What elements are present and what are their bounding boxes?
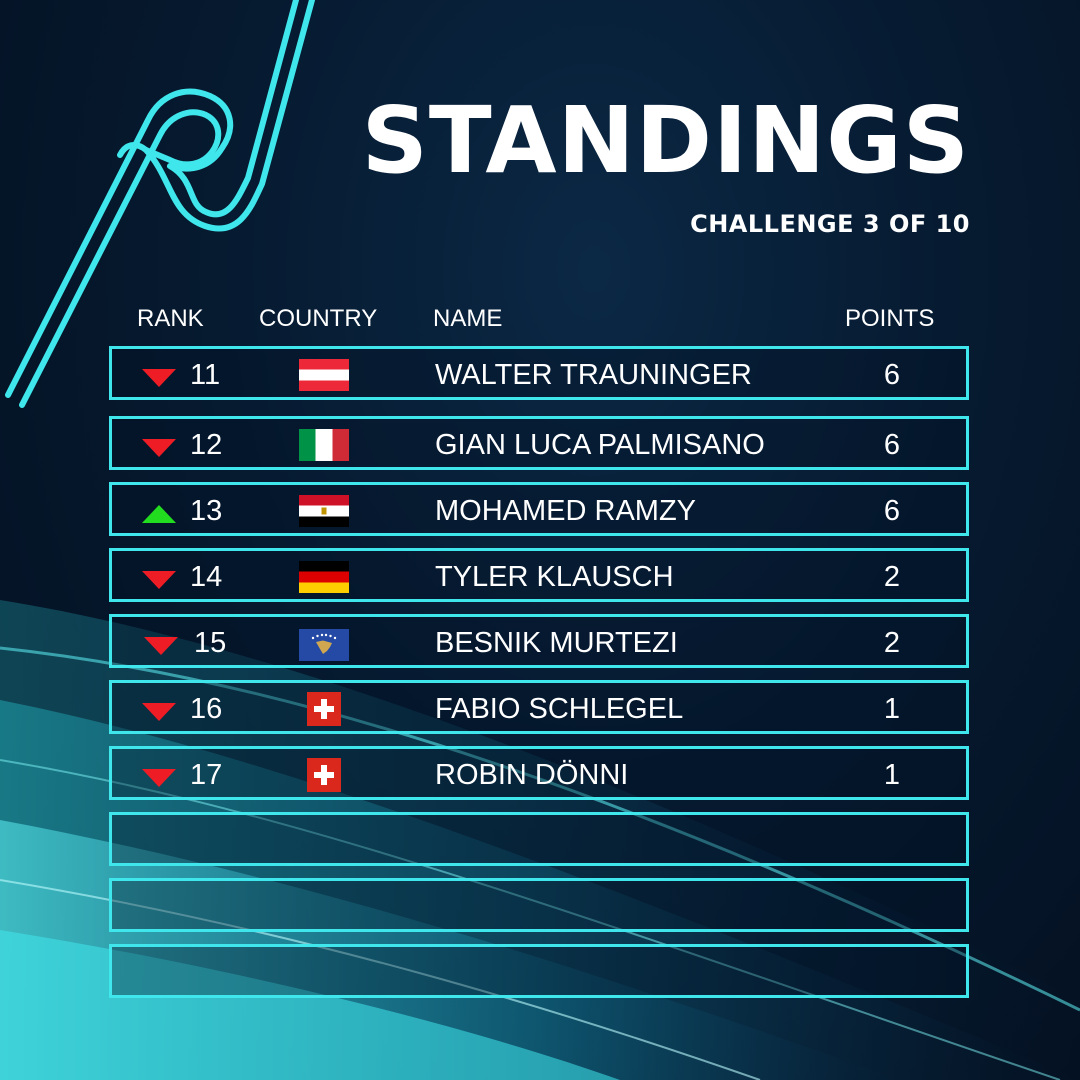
page-title: STANDINGS [361,87,970,194]
rank-down-icon [142,571,176,589]
empty-standings-row [109,944,969,998]
standings-row: 12 GIAN LUCA PALMISANO 6 [109,416,969,470]
kosovo-flag-icon [299,629,349,661]
column-header-rank: RANK [137,305,204,332]
points-value: 1 [883,693,901,725]
points-value: 6 [883,429,901,461]
standings-row: 15 BESNIK MURTEZI 2 [109,614,969,668]
rank-value: 11 [190,359,221,391]
standings-row: 16 FABIO SCHLEGEL 1 [109,680,969,734]
egypt-flag-icon [299,495,349,527]
switzerland-flag-icon [307,692,341,726]
player-name: WALTER TRAUNINGER [435,359,752,391]
player-name: BESNIK MURTEZI [435,627,678,659]
player-name: MOHAMED RAMZY [435,495,696,527]
points-value: 2 [883,627,901,659]
points-value: 6 [883,495,901,527]
standings-row: 13 MOHAMED RAMZY 6 [109,482,969,536]
rank-up-icon [142,505,176,523]
points-value: 6 [883,359,901,391]
rank-down-icon [142,703,176,721]
player-name: TYLER KLAUSCH [435,561,674,593]
rank-value: 13 [190,495,223,527]
player-name: FABIO SCHLEGEL [435,693,684,725]
germany-flag-icon [299,561,349,593]
empty-standings-row [109,878,969,932]
column-header-points: POINTS [845,305,935,332]
rank-value: 15 [194,627,227,659]
rank-value: 17 [190,759,223,791]
light-streaks [0,600,1080,1080]
rank-value: 14 [190,561,223,593]
rank-value: 16 [190,693,223,725]
column-header-country: COUNTRY [259,305,378,332]
switzerland-flag-icon [307,758,341,792]
page-subtitle: CHALLENGE 3 OF 10 [690,210,970,238]
standings-row: 17 ROBIN DÖNNI 1 [109,746,969,800]
standings-row: 11 WALTER TRAUNINGER 6 [109,346,969,400]
empty-standings-row [109,812,969,866]
rank-value: 12 [190,429,223,461]
player-name: GIAN LUCA PALMISANO [435,429,765,461]
player-name: ROBIN DÖNNI [435,759,629,791]
rank-down-icon [142,439,176,457]
points-value: 2 [883,561,901,593]
rank-down-icon [142,769,176,787]
standings-row: 14 TYLER KLAUSCH 2 [109,548,969,602]
points-value: 1 [883,759,901,791]
rank-down-icon [144,637,178,655]
column-header-name: NAME [433,305,503,332]
austria-flag-icon [299,359,349,391]
ru-logo-icon [5,0,315,408]
rank-down-icon [142,369,176,387]
italy-flag-icon [299,429,349,461]
